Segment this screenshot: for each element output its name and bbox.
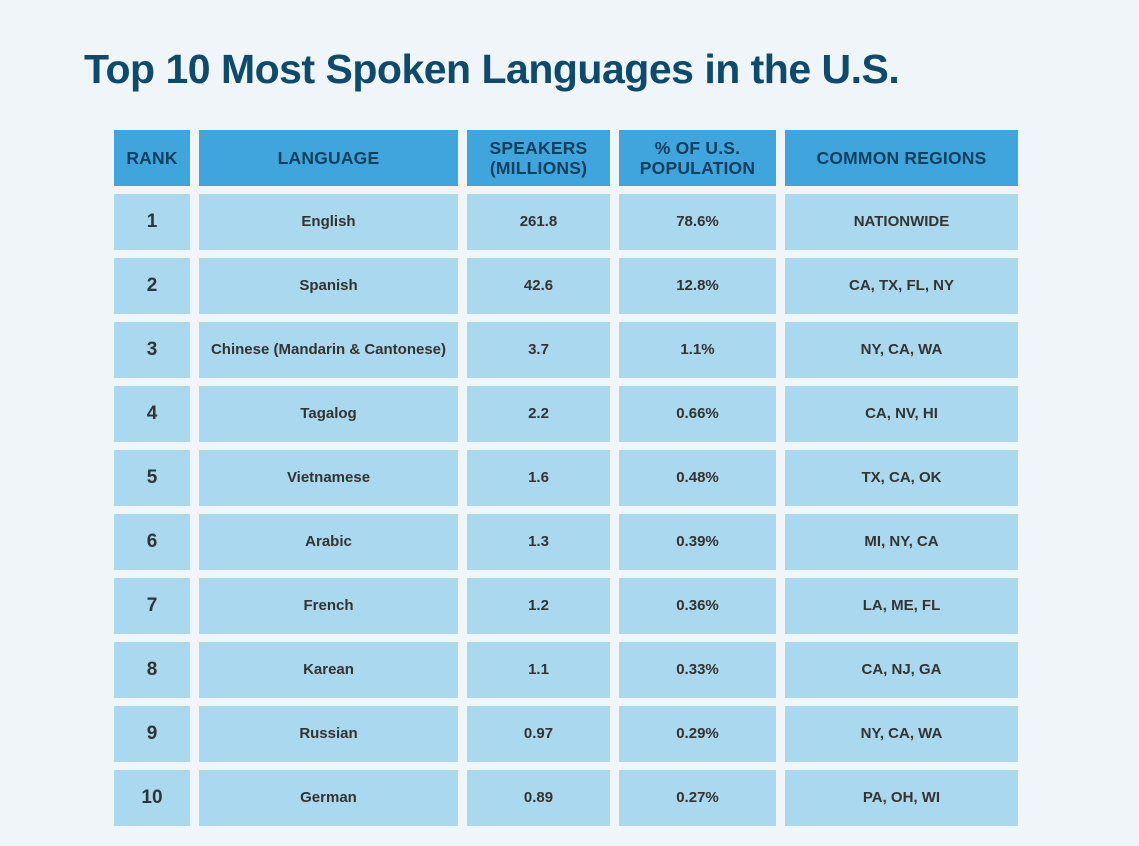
table-row: 10 German 0.89 0.27% PA, OH, WI	[114, 770, 1024, 826]
cell-rank: 1	[114, 194, 190, 250]
column-header-speakers: SPEAKERS (MILLIONS)	[467, 130, 610, 186]
cell-regions: MI, NY, CA	[785, 514, 1018, 570]
cell-rank: 2	[114, 258, 190, 314]
cell-speakers: 2.2	[467, 386, 610, 442]
cell-regions: PA, OH, WI	[785, 770, 1018, 826]
cell-percent: 0.39%	[619, 514, 776, 570]
cell-speakers: 1.1	[467, 642, 610, 698]
cell-speakers: 0.97	[467, 706, 610, 762]
cell-regions: NATIONWIDE	[785, 194, 1018, 250]
column-header-percent-line2: POPULATION	[639, 158, 756, 178]
column-header-rank-label: RANK	[126, 147, 178, 168]
cell-regions: TX, CA, OK	[785, 450, 1018, 506]
cell-percent: 0.29%	[619, 706, 776, 762]
languages-table: RANK LANGUAGE SPEAKERS (MILLIONS) % OF U…	[114, 130, 1024, 826]
cell-language: German	[199, 770, 458, 826]
cell-percent: 0.33%	[619, 642, 776, 698]
cell-speakers: 42.6	[467, 258, 610, 314]
column-header-language-label: LANGUAGE	[277, 147, 380, 168]
cell-rank: 5	[114, 450, 190, 506]
cell-regions: CA, TX, FL, NY	[785, 258, 1018, 314]
table-row: 3 Chinese (Mandarin & Cantonese) 3.7 1.1…	[114, 322, 1024, 378]
cell-regions: CA, NJ, GA	[785, 642, 1018, 698]
cell-rank: 4	[114, 386, 190, 442]
cell-language: Tagalog	[199, 386, 458, 442]
cell-percent: 0.66%	[619, 386, 776, 442]
cell-rank: 10	[114, 770, 190, 826]
column-header-language: LANGUAGE	[199, 130, 458, 186]
cell-regions: CA, NV, HI	[785, 386, 1018, 442]
column-header-speakers-label: SPEAKERS (MILLIONS)	[490, 138, 588, 178]
cell-speakers: 3.7	[467, 322, 610, 378]
cell-language: Russian	[199, 706, 458, 762]
cell-percent: 78.6%	[619, 194, 776, 250]
cell-speakers: 1.3	[467, 514, 610, 570]
table-row: 4 Tagalog 2.2 0.66% CA, NV, HI	[114, 386, 1024, 442]
cell-percent: 1.1%	[619, 322, 776, 378]
column-header-rank: RANK	[114, 130, 190, 186]
cell-percent: 0.27%	[619, 770, 776, 826]
table-row: 9 Russian 0.97 0.29% NY, CA, WA	[114, 706, 1024, 762]
cell-language: English	[199, 194, 458, 250]
table-row: 2 Spanish 42.6 12.8% CA, TX, FL, NY	[114, 258, 1024, 314]
cell-regions: LA, ME, FL	[785, 578, 1018, 634]
cell-percent: 12.8%	[619, 258, 776, 314]
cell-speakers: 261.8	[467, 194, 610, 250]
page-title: Top 10 Most Spoken Languages in the U.S.	[84, 46, 900, 92]
cell-language: Chinese (Mandarin & Cantonese)	[199, 322, 458, 378]
cell-rank: 7	[114, 578, 190, 634]
cell-percent: 0.48%	[619, 450, 776, 506]
table-row: 7 French 1.2 0.36% LA, ME, FL	[114, 578, 1024, 634]
column-header-speakers-line1: SPEAKERS	[489, 137, 588, 158]
column-header-regions: COMMON REGIONS	[785, 130, 1018, 186]
cell-percent: 0.36%	[619, 578, 776, 634]
table-row: 1 English 261.8 78.6% NATIONWIDE	[114, 194, 1024, 250]
cell-rank: 3	[114, 322, 190, 378]
cell-language: French	[199, 578, 458, 634]
cell-rank: 6	[114, 514, 190, 570]
cell-rank: 9	[114, 706, 190, 762]
cell-regions: NY, CA, WA	[785, 706, 1018, 762]
cell-rank: 8	[114, 642, 190, 698]
column-header-percent-label: % OF U.S. POPULATION	[640, 138, 755, 178]
table-row: 5 Vietnamese 1.6 0.48% TX, CA, OK	[114, 450, 1024, 506]
cell-language: Vietnamese	[199, 450, 458, 506]
cell-language: Arabic	[199, 514, 458, 570]
table-row: 6 Arabic 1.3 0.39% MI, NY, CA	[114, 514, 1024, 570]
cell-regions: NY, CA, WA	[785, 322, 1018, 378]
table-row: 8 Karean 1.1 0.33% CA, NJ, GA	[114, 642, 1024, 698]
table-header-row: RANK LANGUAGE SPEAKERS (MILLIONS) % OF U…	[114, 130, 1024, 186]
cell-speakers: 1.6	[467, 450, 610, 506]
cell-language: Karean	[199, 642, 458, 698]
column-header-percent: % OF U.S. POPULATION	[619, 130, 776, 186]
cell-language: Spanish	[199, 258, 458, 314]
column-header-regions-label: COMMON REGIONS	[816, 147, 987, 168]
column-header-percent-line1: % OF U.S.	[654, 137, 741, 158]
column-header-speakers-line2: (MILLIONS)	[489, 158, 588, 178]
cell-speakers: 0.89	[467, 770, 610, 826]
cell-speakers: 1.2	[467, 578, 610, 634]
